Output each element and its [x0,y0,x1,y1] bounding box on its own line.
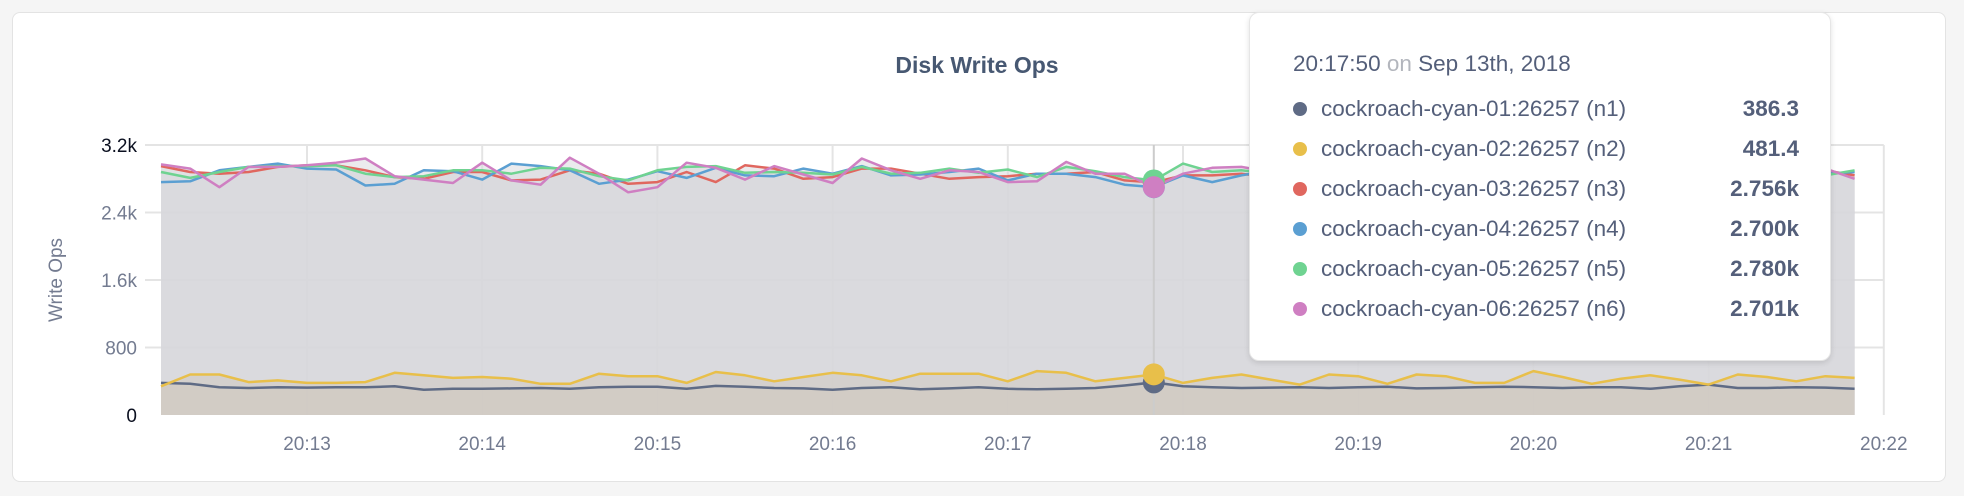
tooltip-row: cockroach-cyan-02:26257 (n2) 481.4 [1293,129,1830,169]
tooltip-series-value: 386.3 [1742,96,1799,121]
series-color-dot-icon [1293,102,1307,116]
tooltip-series-name: cockroach-cyan-01:26257 (n1) [1321,96,1627,121]
hover-point-n2 [1142,363,1165,386]
hover-point-n6 [1142,176,1165,199]
y-tick-label: 3.2k [101,136,137,157]
series-area-n1 [161,382,1855,415]
tooltip-series-value: 481.4 [1742,136,1799,161]
x-tick-label: 20:19 [1334,434,1382,455]
hover-markers [1142,145,1165,415]
tooltip-series-value: 2.780k [1730,256,1799,281]
x-tick-label: 20:16 [809,434,857,455]
x-tick-label: 20:21 [1685,434,1733,455]
tooltip-header: 20:17:50 on Sep 13th, 2018 [1293,51,1830,77]
tooltip-series-name: cockroach-cyan-05:26257 (n5) [1321,256,1627,281]
y-tick-label: 2.4k [101,204,137,225]
tooltip-series-name: cockroach-cyan-06:26257 (n6) [1321,296,1627,321]
chart-title: Disk Write Ops [895,52,1058,78]
x-tick-label: 20:17 [984,434,1032,455]
y-axis-label: Write Ops [46,238,67,322]
tooltip-series-name: cockroach-cyan-02:26257 (n2) [1321,136,1627,161]
tooltip-series-name: cockroach-cyan-04:26257 (n4) [1321,216,1627,241]
x-tick-label: 20:14 [458,434,506,455]
tooltip-row: cockroach-cyan-04:26257 (n4) 2.700k [1293,209,1830,249]
series-line-n2 [160,369,1855,388]
tooltip-row: cockroach-cyan-01:26257 (n1) 386.3 [1293,89,1830,129]
tooltip-row: cockroach-cyan-05:26257 (n5) 2.780k [1293,249,1830,289]
x-axis-ticks: 20:13 20:14 20:15 20:16 20:17 20:18 20:19 20:20… [283,434,1907,455]
tooltip-series-name: cockroach-cyan-03:26257 (n3) [1321,176,1627,201]
tooltip-series-value: 2.756k [1730,176,1799,201]
tooltip-date: Sep 13th, 2018 [1418,51,1571,76]
tooltip-row: cockroach-cyan-06:26257 (n6) 2.701k [1293,289,1830,329]
y-tick-label: 0 [126,406,137,427]
series-color-dot-icon [1293,222,1307,236]
y-axis-ticks: 0 800 1.6k 2.4k 3.2k [101,136,137,427]
series-color-dot-icon [1293,142,1307,156]
series-line-n1 [160,381,1855,391]
series-color-dot-icon [1293,262,1307,276]
x-tick-label: 20:20 [1510,434,1558,455]
x-tick-label: 20:13 [283,434,331,455]
tooltip-series-value: 2.700k [1730,216,1799,241]
x-tick-label: 20:22 [1860,434,1908,455]
tooltip-time: 20:17:50 [1293,51,1381,76]
tooltip: 20:17:50 on Sep 13th, 2018 cockroach-cya… [1249,12,1831,361]
y-tick-label: 800 [105,339,137,360]
x-tick-label: 20:15 [634,434,682,455]
series-color-dot-icon [1293,302,1307,316]
y-tick-label: 1.6k [101,271,137,292]
tooltip-series-value: 2.701k [1730,296,1799,321]
tooltip-on: on [1386,51,1412,76]
x-tick-label: 20:18 [1159,434,1207,455]
tooltip-row: cockroach-cyan-03:26257 (n3) 2.756k [1293,169,1830,209]
series-color-dot-icon [1293,182,1307,196]
